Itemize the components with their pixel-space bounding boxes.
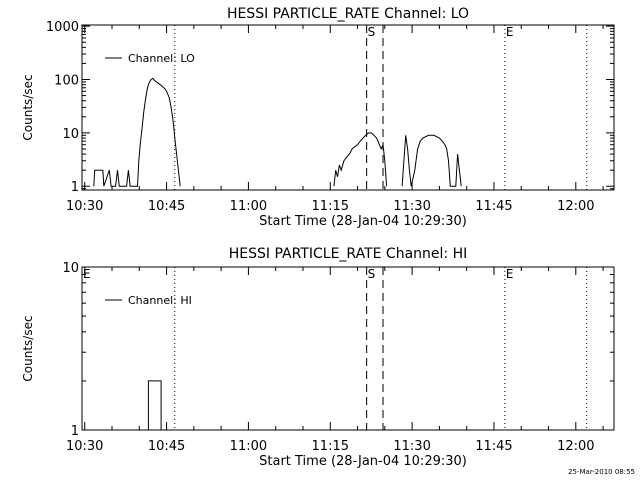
chart1-x-tick-label: 11:15 (312, 199, 349, 214)
chart1-plot-frame (81, 24, 615, 191)
chart2-y-tick-label: 10 (62, 261, 79, 276)
chart1-series-line (401, 134, 462, 187)
chart1-x-tick-label: 12:00 (557, 199, 594, 214)
chart2-x-tick-label: 12:00 (557, 439, 594, 454)
chart1-x-tick-label: 10:30 (66, 199, 103, 214)
chart1-series-line (93, 77, 181, 187)
chart1-x-tick-label: 11:00 (230, 199, 267, 214)
chart2-y-axis-label: Counts/sec (21, 315, 35, 381)
chart2-plot-frame (81, 266, 615, 431)
chart1-legend-label: Channel: LO (128, 52, 195, 65)
chart1-x-tick-label: 11:45 (475, 199, 512, 214)
chart2-x-axis-label: Start Time (28-Jan-04 10:29:30) (259, 454, 467, 469)
chart1-marker-label: S (368, 25, 376, 39)
chart2-x-tick-label: 11:00 (230, 439, 267, 454)
chart1-series-line (333, 132, 388, 187)
chart1-y-tick-label: 10 (62, 127, 79, 142)
chart1-y-axis-label: Counts/sec (21, 74, 35, 140)
chart2-x-tick-label: 10:45 (148, 439, 185, 454)
chart1-title: HESSI PARTICLE_RATE Channel: LO (227, 6, 469, 22)
chart1-y-tick-label: 1 (71, 180, 79, 195)
chart2-legend-label: Channel: HI (128, 294, 192, 307)
chart2-marker-label: E (83, 267, 91, 281)
chart2-y-tick-label: 1 (71, 424, 79, 439)
chart1-x-tick-label: 11:30 (393, 199, 430, 214)
chart1-x-tick-label: 10:45 (148, 199, 185, 214)
chart2-series-line (147, 380, 162, 430)
chart2-marker-label: E (506, 267, 514, 281)
chart2-x-tick-label: 10:30 (66, 439, 103, 454)
chart1-y-tick-label: 1000 (46, 20, 79, 35)
chart2-marker-label: S (368, 267, 376, 281)
chart1-x-axis-label: Start Time (28-Jan-04 10:29:30) (259, 214, 467, 229)
chart1-marker-label: E (506, 25, 514, 39)
chart2-x-tick-label: 11:45 (475, 439, 512, 454)
chart2-title: HESSI PARTICLE_RATE Channel: HI (229, 246, 467, 262)
timestamp-footer: 25-Mar-2010 08:55 (568, 468, 635, 476)
chart2-x-tick-label: 11:15 (312, 439, 349, 454)
chart1-y-tick-label: 100 (54, 73, 79, 88)
chart2-x-tick-label: 11:30 (393, 439, 430, 454)
